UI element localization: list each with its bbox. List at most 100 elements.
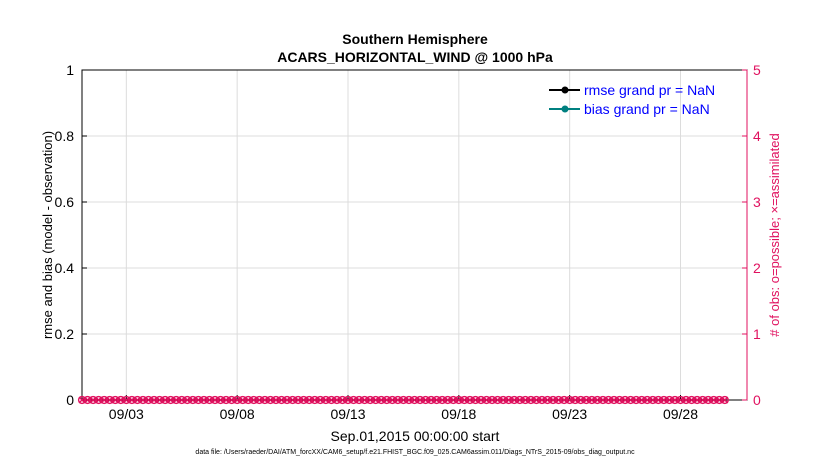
right-axis-ticks: 0 1 2 3 4 5 — [742, 62, 761, 408]
obs-possible-marker — [693, 395, 702, 405]
obs-possible-marker — [116, 395, 125, 405]
left-tick-label: 1 — [66, 62, 74, 78]
right-tick-label: 2 — [753, 260, 761, 276]
obs-possible-marker — [138, 395, 148, 405]
obs-possible-marker — [266, 395, 275, 405]
x-tick-label: 09/03 — [109, 406, 144, 422]
obs-possible-marker — [77, 395, 87, 405]
obs-possible-marker — [681, 395, 691, 405]
left-tick-label: 0.4 — [55, 260, 75, 276]
obs-possible-marker — [443, 395, 452, 405]
obs-possible-marker — [183, 395, 192, 405]
obs-possible-marker — [482, 395, 491, 405]
obs-possible-marker — [233, 395, 242, 405]
obs-possible-marker — [100, 395, 109, 405]
obs-possible-marker — [161, 395, 170, 405]
obs-possible-marker — [676, 395, 685, 405]
obs-possible-marker — [327, 395, 336, 405]
obs-possible-marker — [493, 395, 502, 405]
right-tick-label: 5 — [753, 62, 761, 78]
chart-title: Southern Hemisphere — [342, 31, 488, 47]
obs-possible-marker — [515, 395, 524, 405]
left-axis-ticks: 0 0.2 0.4 0.6 0.8 1 — [55, 62, 87, 408]
obs-possible-marker — [526, 395, 535, 405]
obs-possible-marker — [205, 395, 214, 405]
obs-possible-marker — [332, 395, 342, 405]
left-tick-label: 0.2 — [55, 326, 75, 342]
obs-possible-marker — [88, 395, 98, 405]
right-tick-label: 4 — [753, 128, 761, 144]
x-tick-label: 09/18 — [441, 406, 476, 422]
obs-possible-marker — [277, 395, 286, 405]
obs-possible-marker — [388, 395, 397, 405]
obs-possible-marker — [172, 395, 181, 405]
obs-possible-marker — [604, 395, 613, 405]
legend-marker-bias — [561, 105, 569, 113]
obs-possible-marker — [338, 395, 347, 405]
obs-possible-marker — [260, 395, 269, 405]
obs-possible-marker — [449, 395, 458, 405]
obs-possible-marker — [94, 395, 103, 405]
obs-possible-marker — [216, 395, 225, 405]
obs-possible-marker — [133, 395, 142, 405]
obs-count-markers — [77, 395, 729, 405]
obs-possible-marker — [299, 395, 308, 405]
obs-possible-marker — [155, 395, 164, 405]
obs-possible-marker — [532, 395, 541, 405]
obs-possible-marker — [294, 395, 303, 405]
obs-assimilated-marker — [721, 396, 729, 404]
obs-possible-marker — [244, 395, 253, 405]
obs-possible-marker — [305, 395, 314, 405]
obs-possible-marker — [221, 395, 231, 405]
obs-possible-marker — [521, 395, 530, 405]
obs-possible-marker — [227, 395, 236, 405]
obs-possible-marker — [255, 395, 264, 405]
obs-possible-marker — [177, 395, 186, 405]
obs-possible-marker — [210, 395, 220, 405]
obs-possible-marker — [615, 395, 624, 405]
obs-possible-marker — [111, 395, 120, 405]
grid-lines — [82, 70, 747, 400]
legend-label-rmse: rmse grand pr = NaN — [584, 82, 715, 98]
data-file-note: data file: /Users/raeder/DAI/ATM_forcXX/… — [195, 449, 635, 456]
obs-possible-marker — [499, 395, 508, 405]
y-axis-right-label: # of obs: o=possible; ×=assimilated — [767, 133, 782, 336]
obs-possible-marker — [122, 395, 131, 405]
obs-possible-marker — [432, 395, 441, 405]
obs-possible-marker — [316, 395, 325, 405]
obs-possible-marker — [438, 395, 447, 405]
obs-possible-marker — [654, 395, 663, 405]
obs-possible-marker — [698, 395, 707, 405]
x-tick-label: 09/08 — [220, 406, 255, 422]
obs-possible-marker — [598, 395, 608, 405]
obs-possible-marker — [687, 395, 696, 405]
obs-possible-marker — [127, 395, 136, 405]
obs-possible-marker — [460, 395, 469, 405]
obs-possible-marker — [643, 395, 652, 405]
x-axis-ticks: 09/03 09/08 09/13 09/18 09/23 09/28 — [109, 395, 698, 422]
obs-possible-marker — [576, 395, 585, 405]
obs-possible-marker — [360, 395, 369, 405]
obs-possible-marker — [609, 395, 619, 405]
obs-possible-marker — [704, 395, 713, 405]
obs-possible-marker — [399, 395, 408, 405]
obs-possible-marker — [560, 395, 569, 405]
obs-possible-marker — [543, 395, 552, 405]
x-tick-label: 09/13 — [330, 406, 365, 422]
obs-possible-marker — [665, 395, 674, 405]
y-axis-left-label: rmse and bias (model - observation) — [40, 131, 55, 339]
obs-possible-marker — [310, 395, 319, 405]
obs-possible-marker — [427, 395, 436, 405]
obs-possible-marker — [349, 395, 358, 405]
left-tick-label: 0 — [66, 392, 74, 408]
obs-possible-marker — [421, 395, 430, 405]
obs-possible-marker — [537, 395, 547, 405]
obs-possible-marker — [571, 395, 580, 405]
obs-possible-marker — [465, 395, 475, 405]
obs-possible-marker — [271, 395, 281, 405]
x-tick-label: 09/28 — [663, 406, 698, 422]
obs-possible-marker — [454, 395, 463, 405]
obs-possible-marker — [83, 395, 92, 405]
obs-possible-marker — [377, 395, 386, 405]
obs-possible-marker — [404, 395, 414, 405]
